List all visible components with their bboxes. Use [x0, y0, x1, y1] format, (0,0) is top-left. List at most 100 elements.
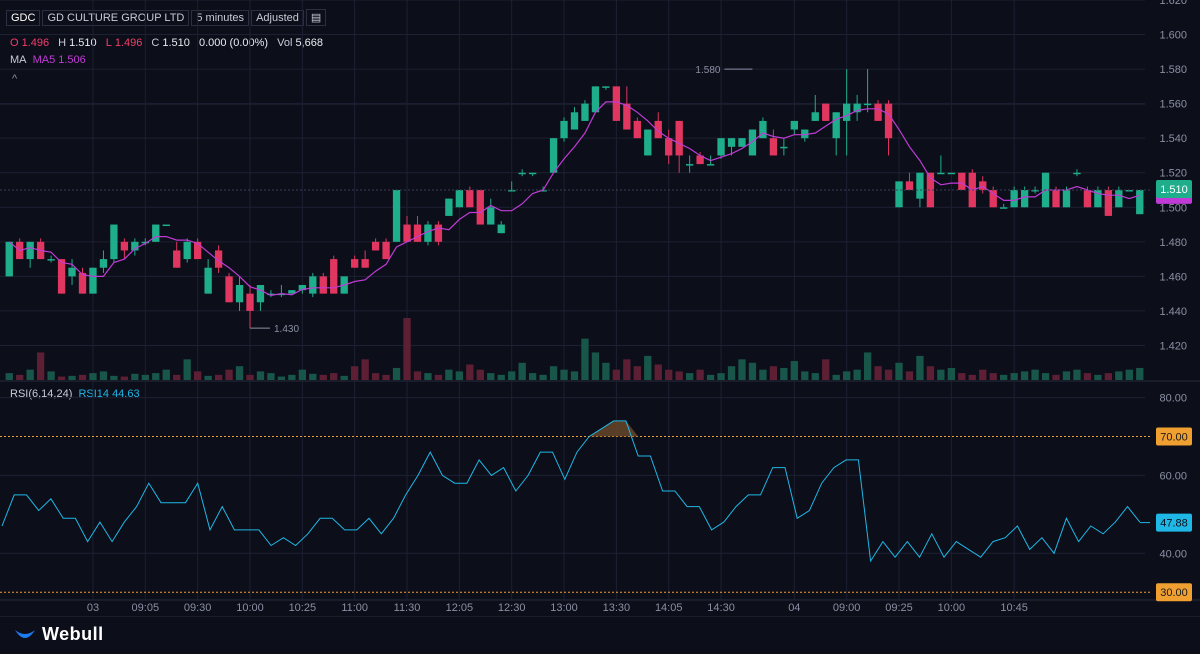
candle-body — [487, 207, 495, 225]
candle-body — [162, 224, 170, 227]
volume-bar — [267, 373, 275, 380]
time-tick-label: 14:30 — [707, 602, 735, 614]
candle-body — [78, 272, 87, 294]
volume-bar — [832, 374, 840, 380]
volume-bar — [351, 366, 359, 380]
candle-body — [351, 259, 359, 268]
candle-body — [193, 241, 202, 260]
rsi-label[interactable]: RSI(6,14,24) — [10, 388, 73, 400]
volume-bar — [319, 374, 327, 380]
volume-bar — [235, 366, 244, 380]
candle-body — [1010, 190, 1018, 208]
volume-bar — [518, 362, 526, 380]
candle-body — [403, 224, 411, 242]
candle-body — [1104, 190, 1113, 216]
time-tick-label: 10:00 — [236, 602, 264, 614]
candle-body — [1000, 207, 1008, 209]
candle-body — [591, 86, 600, 113]
low-marker-label: 1.430 — [274, 324, 299, 335]
candle-body — [445, 198, 453, 216]
time-tick-label: 09:30 — [184, 602, 212, 614]
volume-bar — [1115, 371, 1123, 380]
collapse-indicators-icon[interactable]: ^ — [12, 73, 18, 85]
time-tick-label: 10:00 — [938, 602, 966, 614]
candle-body — [874, 103, 882, 121]
volume-bar — [989, 373, 997, 380]
rsi-overbought-label: 70.00 — [1160, 432, 1188, 444]
volume-bar — [801, 371, 809, 380]
last-price-label: 1.510 — [1160, 184, 1188, 196]
volume-bar — [1010, 373, 1018, 380]
ma5-value: MA5 1.506 — [32, 54, 86, 66]
ma-label[interactable]: MA — [10, 54, 27, 66]
volume-bar — [759, 369, 767, 380]
candle-body — [863, 103, 872, 106]
company-chip: GD CULTURE GROUP LTD — [42, 10, 190, 26]
volume-bar — [874, 366, 882, 380]
candle-body — [1062, 190, 1071, 208]
price-chart[interactable]: 1.620 1.600 1.580 1.560 1.540 1.520 1.500 1.480… — [0, 0, 1200, 616]
volume-bar — [466, 364, 474, 380]
volume-bar — [633, 366, 641, 380]
volume-bar — [361, 359, 369, 380]
volume-bar — [748, 362, 757, 380]
candle-body — [371, 241, 380, 251]
interval-dropdown[interactable]: 5 minutes — [191, 10, 250, 26]
volume-bar — [1052, 374, 1060, 380]
rsi-readout: RSI(6,14,24) RSI14 44.63 — [10, 388, 140, 400]
time-tick-label: 09:05 — [132, 602, 160, 614]
candle-body — [654, 120, 662, 139]
volume-bar — [926, 366, 935, 380]
candle-body — [26, 241, 34, 260]
volume-bar — [811, 373, 819, 380]
candle-body — [958, 172, 966, 190]
settings-icon[interactable]: ▤ — [305, 9, 327, 26]
volume-bar — [1031, 369, 1039, 380]
volume-bar — [780, 367, 788, 380]
volume-bar — [131, 373, 139, 380]
volume-bar — [193, 371, 202, 380]
volume-bar — [445, 369, 453, 380]
candle-body — [560, 120, 568, 139]
time-tick-label: 14:05 — [655, 602, 683, 614]
price-tick-label: 1.480 — [1159, 237, 1187, 249]
ma-readout: MA MA5 1.506 — [10, 54, 86, 66]
volume-label: Vol — [277, 37, 293, 49]
candle-body — [1083, 190, 1092, 208]
volume-bar — [455, 371, 464, 380]
volume-bar — [1020, 371, 1029, 380]
volume-bar — [26, 369, 34, 380]
candle-body — [47, 259, 55, 261]
volume-bar — [298, 369, 306, 380]
volume-bar — [1062, 371, 1071, 380]
candle-body — [413, 224, 422, 242]
candle-body — [246, 293, 254, 311]
volume-bar — [1000, 374, 1008, 380]
price-tick-label: 1.560 — [1159, 99, 1187, 111]
candle-body — [319, 276, 327, 294]
volume-bar — [214, 374, 223, 380]
adjust-dropdown[interactable]: Adjusted — [251, 10, 304, 26]
low-value: 1.496 — [114, 37, 143, 49]
volume-bar — [413, 371, 422, 380]
candle-body — [665, 138, 673, 156]
header-toolbar: GDC GD CULTURE GROUP LTD 5 minutes Adjusted… — [6, 9, 328, 26]
volume-bar — [497, 374, 505, 380]
volume-bar — [623, 359, 631, 380]
volume-bar — [937, 369, 945, 380]
webull-logo: Webull — [14, 624, 104, 645]
volume-bar — [612, 369, 621, 380]
symbol-chip[interactable]: GDC — [6, 10, 41, 26]
candle-body — [277, 293, 286, 296]
close-label: C — [151, 37, 160, 49]
volume-bar — [476, 369, 484, 380]
candle-body — [508, 190, 516, 192]
volume-bar — [5, 373, 13, 380]
candle-body — [1115, 190, 1123, 208]
volume-bar — [162, 369, 170, 380]
volume-bar — [434, 374, 443, 380]
volume-bar — [36, 352, 45, 380]
low-label: L — [105, 37, 112, 49]
time-tick-label: 13:30 — [603, 602, 631, 614]
candle-body — [1094, 190, 1102, 208]
